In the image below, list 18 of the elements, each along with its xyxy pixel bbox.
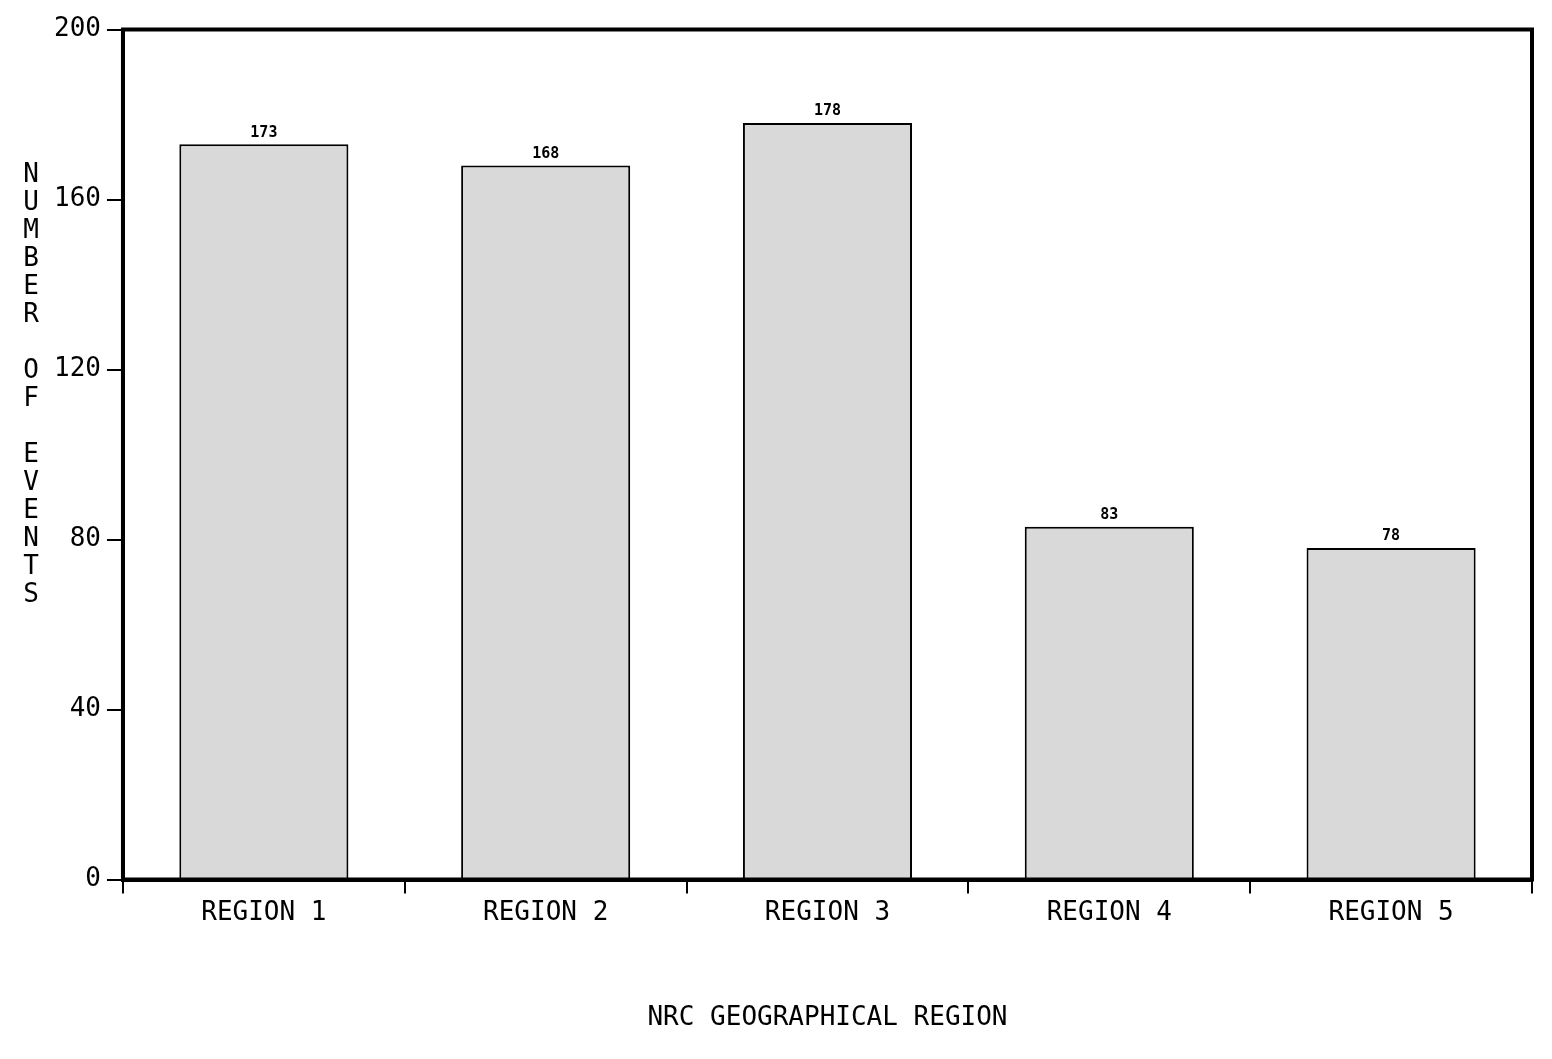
x-tick-label: REGION 3 (764, 895, 891, 926)
x-axis-title: NRC GEOGRAPHICAL REGION (647, 1001, 1008, 1032)
y-tick-label: 200 (53, 12, 101, 43)
x-tick-label: REGION 1 (201, 895, 327, 926)
data-label: 168 (532, 143, 560, 162)
x-tick-label: REGION 4 (1046, 895, 1172, 926)
data-label: 83 (1100, 505, 1119, 524)
y-tick-label: 40 (69, 692, 101, 723)
x-tick-label: REGION 5 (1328, 895, 1454, 926)
y-tick-label: 160 (53, 182, 101, 213)
x-tick-label: REGION 2 (483, 895, 609, 926)
data-label: 173 (250, 122, 278, 141)
data-label: 178 (813, 101, 842, 120)
y-tick-label: 80 (69, 522, 101, 553)
data-label: 78 (1382, 526, 1401, 545)
y-tick-label: 120 (53, 352, 101, 383)
y-axis-title: NUMBER OF EVENTS (16, 158, 46, 606)
y-tick-label: 0 (85, 862, 101, 893)
